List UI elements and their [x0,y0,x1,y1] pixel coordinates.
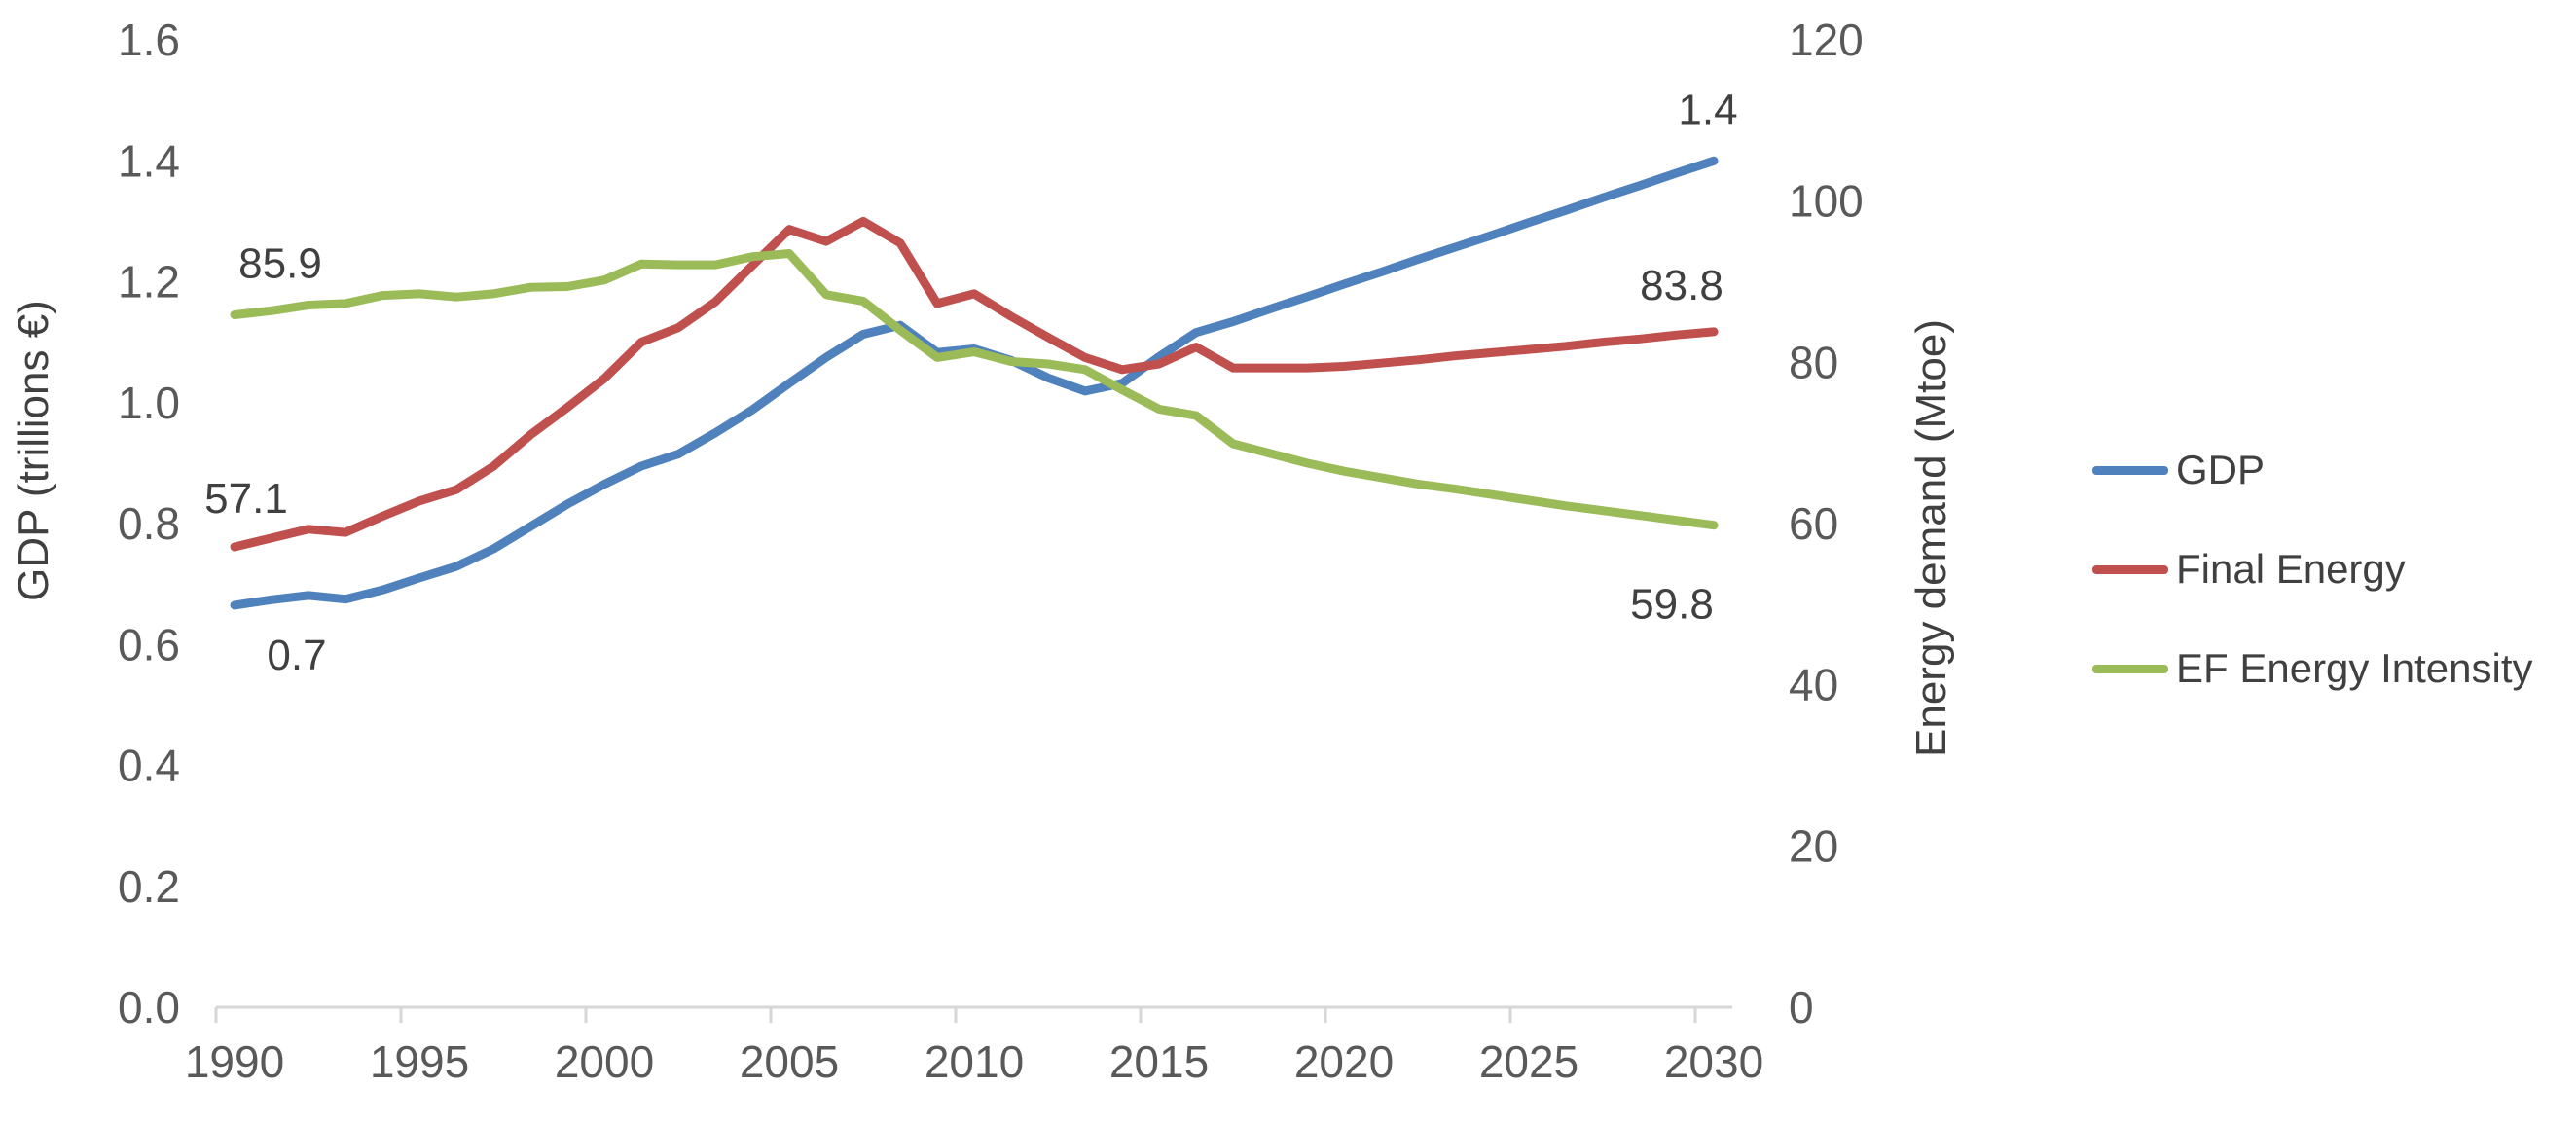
x-axis-tick-label: 2030 [1664,1036,1763,1087]
right-axis-tick-label: 0 [1789,982,1814,1033]
left-axis-tick-label: 0.8 [118,498,180,549]
left-axis-tick-label: 1.0 [118,378,180,428]
left-axis-tick-label: 0.0 [118,982,180,1033]
legend-item-label: EF Energy Intensity [2176,645,2533,691]
right-axis-tick-label: 60 [1789,498,1838,549]
legend-swatch [2092,664,2168,673]
x-axis-tick-label: 2015 [1109,1036,1209,1087]
data-label: 57.1 [204,475,288,523]
data-label: 1.4 [1678,86,1737,133]
data-label: 83.8 [1640,262,1723,309]
left-axis-tick-label: 0.6 [118,619,180,670]
x-axis-tick-label: 1990 [185,1036,284,1087]
legend-item-label: GDP [2176,447,2266,492]
right-axis-tick-label: 120 [1789,15,1864,65]
left-axis-tick-label: 1.2 [118,257,180,308]
series-line-gdp [230,156,1719,610]
data-label: 59.8 [1630,581,1714,629]
legend-item-gdp: GDP [2092,448,2265,492]
left-axis-tick-label: 0.4 [118,741,180,791]
legend-item-final-energy: Final Energy [2092,547,2406,592]
right-axis-tick-label: 80 [1789,337,1838,387]
series-line-final-energy [230,216,1719,552]
x-axis-tick-label: 2010 [925,1036,1024,1087]
x-axis-tick-label: 2005 [740,1036,839,1087]
legend-swatch [2092,564,2168,574]
series-line-ef-energy-intensity [230,249,1719,530]
x-axis-tick-label: 1995 [370,1036,469,1087]
right-axis-tick-label: 20 [1789,820,1838,871]
legend-item-ef-energy-intensity: EF Energy Intensity [2092,646,2533,691]
left-axis-tick-label: 1.6 [118,15,180,65]
right-axis-tick-label: 100 [1789,176,1864,227]
data-label: 85.9 [238,239,322,287]
x-axis-tick-label: 2020 [1294,1036,1394,1087]
legend-swatch [2092,465,2168,475]
right-axis-tick-label: 40 [1789,660,1838,710]
x-axis-tick-label: 2025 [1479,1036,1578,1087]
legend-item-label: Final Energy [2176,546,2406,592]
left-axis-tick-label: 1.4 [118,135,180,186]
x-axis-tick-label: 2000 [555,1036,654,1087]
data-label: 0.7 [267,632,326,679]
left-axis-tick-label: 0.2 [118,861,180,912]
